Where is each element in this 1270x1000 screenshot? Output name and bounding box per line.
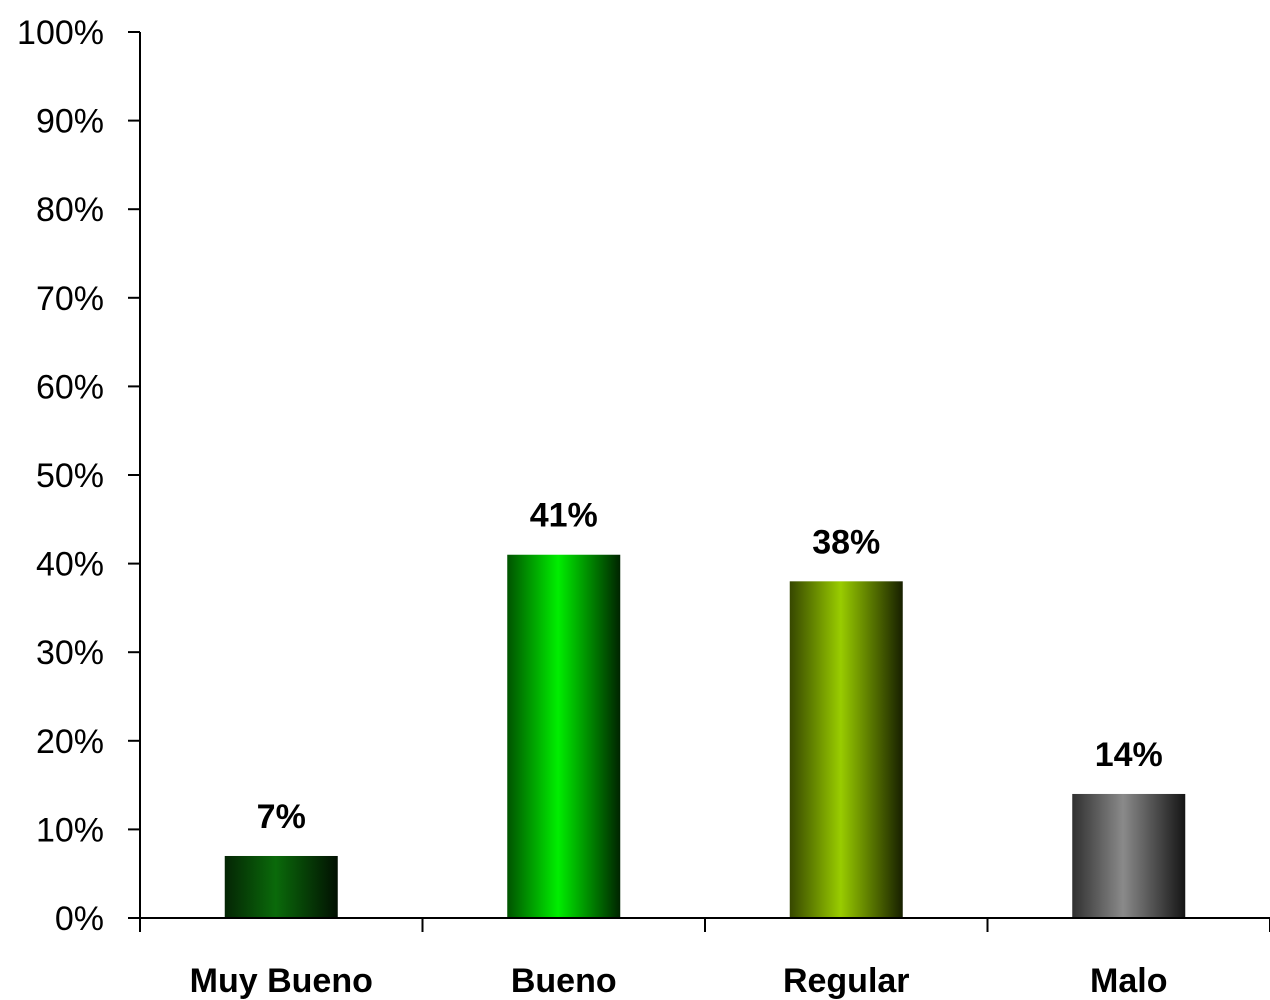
bars [224,554,1186,918]
y-tick-label: 40% [36,546,104,584]
y-axis-tick-labels: 0% 10% 20% 30% 40% 50% 60% 70% 80% 90% 100% [17,14,104,938]
bar-bueno [507,554,621,918]
data-label: 14% [1095,736,1163,774]
category-label: Muy Bueno [190,962,373,1000]
data-label: 41% [530,497,598,535]
y-tick-label: 90% [36,103,104,141]
data-label: 7% [257,798,306,836]
category-label: Regular [783,962,910,1000]
y-tick-label: 30% [36,634,104,672]
y-tick-label: 60% [36,368,104,406]
y-tick-label: 10% [36,811,104,849]
category-label: Malo [1090,962,1167,1000]
y-tick-label: 80% [36,191,104,229]
y-tick-label: 100% [17,14,104,52]
x-axis-ticks [139,918,1270,932]
data-labels: 7% 41% 38% 14% [257,497,1163,836]
y-tick-label: 20% [36,723,104,761]
bar-malo [1072,793,1186,918]
x-axis-category-labels: Muy Bueno Bueno Regular Malo [190,962,1168,1000]
data-label: 38% [812,523,880,561]
category-label: Bueno [511,962,617,1000]
y-tick-label: 0% [55,900,104,938]
bar-muy-bueno [224,855,338,918]
y-tick-label: 70% [36,280,104,318]
y-axis-ticks [128,31,140,919]
bar-regular [789,581,903,918]
y-tick-label: 50% [36,457,104,495]
